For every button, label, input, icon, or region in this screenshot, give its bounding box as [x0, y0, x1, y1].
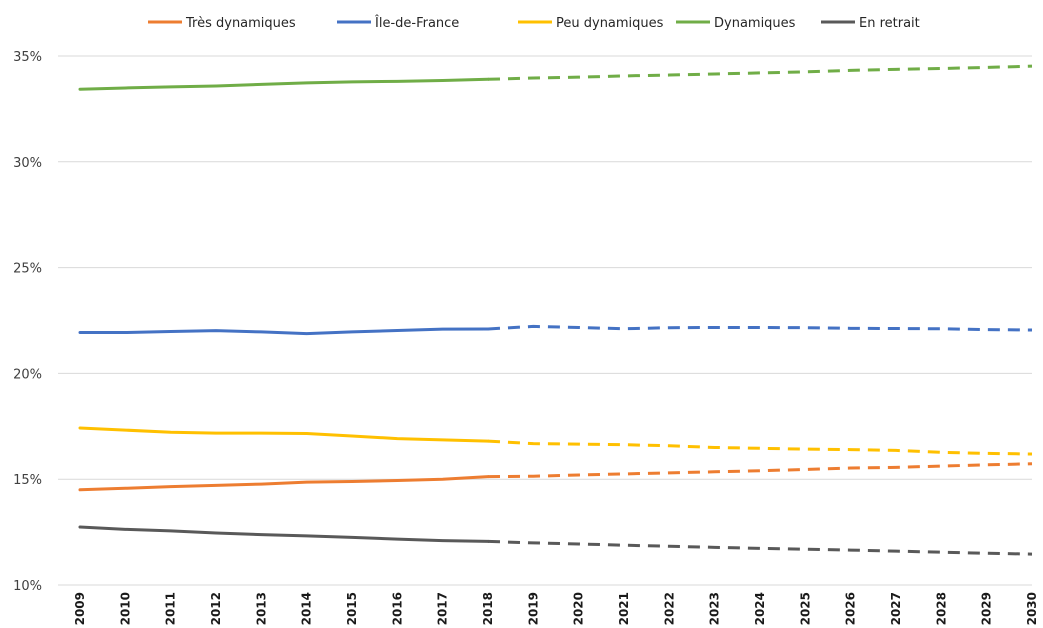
- x-tick-label: 2013: [254, 592, 268, 625]
- series-line-projected: [487, 64, 1033, 81]
- x-tick-label: 2021: [617, 592, 631, 625]
- legend-label: Dynamiques: [714, 16, 796, 31]
- x-tick-label: 2019: [526, 592, 540, 625]
- y-tick-label: 35%: [13, 50, 42, 65]
- y-tick-label: 30%: [13, 156, 42, 171]
- x-tick-label: 2017: [436, 592, 450, 625]
- gridlines: [58, 55, 1032, 586]
- legend-label: Très dynamiques: [185, 16, 296, 31]
- series-line-observed: [78, 525, 490, 543]
- series-line-observed: [78, 426, 490, 443]
- x-tick-label: 2020: [572, 592, 586, 625]
- series-line-projected: [487, 462, 1033, 479]
- x-tick-label: 2016: [390, 592, 404, 625]
- y-tick-label: 15%: [13, 473, 42, 488]
- x-tick-label: 2022: [662, 592, 676, 625]
- x-tick-label: 2010: [118, 592, 132, 625]
- legend: Très dynamiques Île-de-France Peu dynamiqu…: [148, 15, 920, 31]
- x-axis-ticks: 2009 2010 2011 2012 2013 2014 2015 2016 2017 2018…: [73, 592, 1039, 625]
- y-tick-label: 20%: [13, 367, 42, 382]
- x-tick-label: 2014: [300, 592, 314, 625]
- y-tick-label: 25%: [13, 262, 42, 277]
- x-tick-label: 2027: [889, 592, 903, 625]
- legend-label: En retrait: [859, 16, 920, 31]
- x-tick-label: 2026: [844, 592, 858, 625]
- y-axis-ticks: 10% 15% 20% 25% 30% 35%: [13, 50, 42, 594]
- series-line-projected: [487, 539, 1033, 556]
- x-tick-label: 2015: [345, 592, 359, 625]
- x-tick-label: 2012: [209, 592, 223, 625]
- x-tick-label: 2018: [481, 592, 495, 625]
- x-tick-label: 2009: [73, 592, 87, 625]
- legend-label: Peu dynamiques: [556, 16, 664, 31]
- x-tick-label: 2024: [753, 592, 767, 625]
- series-line-observed: [78, 327, 490, 336]
- series-lines: [78, 64, 1033, 556]
- series-line-observed: [78, 77, 490, 91]
- x-tick-label: 2025: [798, 592, 812, 625]
- x-tick-label: 2011: [164, 592, 178, 625]
- x-tick-label: 2029: [980, 592, 994, 625]
- series-line-projected: [487, 439, 1033, 456]
- x-tick-label: 2030: [1025, 592, 1039, 625]
- legend-label: Île-de-France: [374, 15, 459, 31]
- series-line-observed: [78, 475, 490, 492]
- y-tick-label: 10%: [13, 579, 42, 594]
- x-tick-label: 2028: [934, 592, 948, 625]
- x-tick-label: 2023: [708, 592, 722, 625]
- series-line-projected: [487, 324, 1033, 332]
